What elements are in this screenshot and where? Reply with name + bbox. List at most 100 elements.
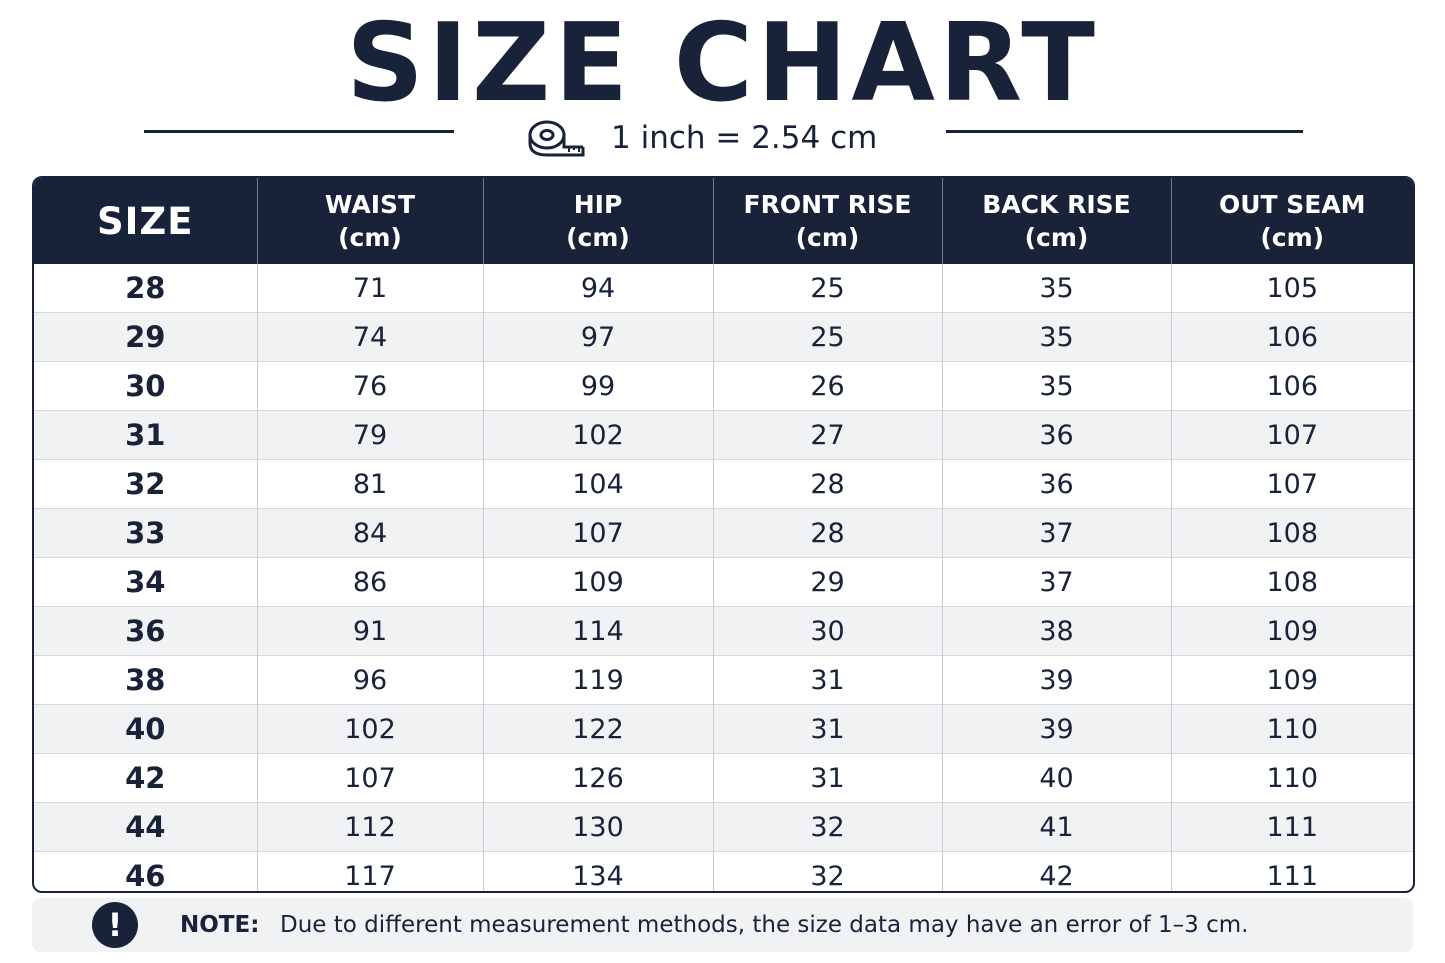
cell-back-rise: 39 [942, 704, 1172, 754]
table-row: 29 74 97 25 35 106 [34, 312, 1413, 362]
cell-waist: 107 [257, 753, 484, 803]
cell-front-rise: 25 [713, 264, 943, 313]
cell-hip: 104 [483, 459, 714, 509]
cell-size: 34 [34, 557, 258, 607]
cell-hip: 94 [483, 264, 714, 313]
table-body: 28 71 94 25 35 105 29 74 97 25 35 106 30 76 99 26 35 106 3… [34, 264, 1413, 891]
title-divider-left [144, 130, 454, 133]
cell-front-rise: 31 [713, 655, 943, 705]
cell-size: 42 [34, 753, 258, 803]
cell-back-rise: 35 [942, 361, 1172, 411]
column-header-out-seam: OUT SEAM (cm) [1171, 178, 1413, 264]
table-row: 46 117 134 32 42 111 [34, 851, 1413, 891]
column-header-waist: WAIST (cm) [257, 178, 484, 264]
cell-back-rise: 40 [942, 753, 1172, 803]
exclamation-icon: ! [92, 902, 138, 948]
cell-front-rise: 28 [713, 459, 943, 509]
table-row: 44 112 130 32 41 111 [34, 802, 1413, 852]
cell-waist: 81 [257, 459, 484, 509]
cell-front-rise: 30 [713, 606, 943, 656]
cell-out-seam: 110 [1171, 753, 1413, 803]
table-row: 42 107 126 31 40 110 [34, 753, 1413, 803]
table-row: 28 71 94 25 35 105 [34, 264, 1413, 313]
cell-out-seam: 108 [1171, 508, 1413, 558]
cell-hip: 126 [483, 753, 714, 803]
cell-out-seam: 109 [1171, 606, 1413, 656]
cell-waist: 74 [257, 312, 484, 362]
cell-size: 40 [34, 704, 258, 754]
cell-size: 36 [34, 606, 258, 656]
cell-front-rise: 28 [713, 508, 943, 558]
cell-waist: 71 [257, 264, 484, 313]
cell-waist: 79 [257, 410, 484, 460]
cell-waist: 96 [257, 655, 484, 705]
cell-out-seam: 111 [1171, 802, 1413, 852]
cell-size: 31 [34, 410, 258, 460]
table-row: 30 76 99 26 35 106 [34, 361, 1413, 411]
cell-back-rise: 42 [942, 851, 1172, 891]
cell-front-rise: 25 [713, 312, 943, 362]
cell-out-seam: 108 [1171, 557, 1413, 607]
note-label: NOTE: [180, 912, 260, 938]
column-header-back-rise: BACK RISE (cm) [942, 178, 1172, 264]
cell-waist: 84 [257, 508, 484, 558]
cell-back-rise: 36 [942, 410, 1172, 460]
cell-waist: 117 [257, 851, 484, 891]
cell-front-rise: 31 [713, 753, 943, 803]
cell-back-rise: 35 [942, 264, 1172, 313]
cell-back-rise: 41 [942, 802, 1172, 852]
cell-back-rise: 36 [942, 459, 1172, 509]
cell-out-seam: 105 [1266, 272, 1319, 304]
column-header-front-rise: FRONT RISE (cm) [713, 178, 943, 264]
cell-out-seam: 111 [1171, 851, 1413, 891]
cell-back-rise: 37 [942, 557, 1172, 607]
cell-front-rise: 32 [713, 851, 943, 891]
cell-waist: 86 [257, 557, 484, 607]
cell-hip: 119 [483, 655, 714, 705]
table-header-row: SIZE WAIST (cm) HIP (cm) FRONT RISE (cm)… [34, 178, 1413, 264]
column-header-hip: HIP (cm) [483, 178, 714, 264]
cell-back-rise: 35 [942, 312, 1172, 362]
table-row: 32 81 104 28 36 107 [34, 459, 1413, 509]
cell-size: 33 [34, 508, 258, 558]
cell-out-seam: 107 [1171, 459, 1413, 509]
page-title: SIZE CHART [346, 1, 1099, 126]
table-row: 34 86 109 29 37 108 [34, 557, 1413, 607]
cell-size: 29 [34, 312, 258, 362]
size-table: SIZE WAIST (cm) HIP (cm) FRONT RISE (cm)… [32, 176, 1415, 893]
cell-size: 46 [34, 851, 258, 891]
table-row: 40 102 122 31 39 110 [34, 704, 1413, 754]
cell-front-rise: 29 [713, 557, 943, 607]
cell-waist: 91 [257, 606, 484, 656]
cell-hip: 122 [483, 704, 714, 754]
table-row: 36 91 114 30 38 109 [34, 606, 1413, 656]
cell-hip: 134 [483, 851, 714, 891]
cell-out-seam: 107 [1171, 410, 1413, 460]
cell-size: 44 [34, 802, 258, 852]
cell-front-rise: 27 [713, 410, 943, 460]
cell-waist: 102 [257, 704, 484, 754]
table-row: 31 79 102 27 36 107 [34, 410, 1413, 460]
table-row: 38 96 119 31 39 109 [34, 655, 1413, 705]
table-row: 33 84 107 28 37 108 [34, 508, 1413, 558]
cell-back-rise: 38 [942, 606, 1172, 656]
measuring-tape-icon [528, 120, 585, 157]
cell-front-rise: 26 [713, 361, 943, 411]
cell-hip: 102 [483, 410, 714, 460]
cell-out-seam: 106 [1171, 361, 1413, 411]
cell-back-rise: 37 [942, 508, 1172, 558]
cell-size: 28 [34, 264, 258, 313]
cell-size: 32 [34, 459, 258, 509]
cell-front-rise: 31 [713, 704, 943, 754]
cell-out-seam: 109 [1171, 655, 1413, 705]
cell-out-seam: 110 [1171, 704, 1413, 754]
cell-hip: 114 [483, 606, 714, 656]
unit-conversion: 1 inch = 2.54 cm [527, 115, 877, 161]
cell-hip: 109 [483, 557, 714, 607]
cell-front-rise: 32 [713, 802, 943, 852]
cell-waist: 76 [257, 361, 484, 411]
cell-hip: 97 [483, 312, 714, 362]
cell-out-seam: 106 [1171, 312, 1413, 362]
cell-waist: 112 [257, 802, 484, 852]
cell-size: 38 [34, 655, 258, 705]
